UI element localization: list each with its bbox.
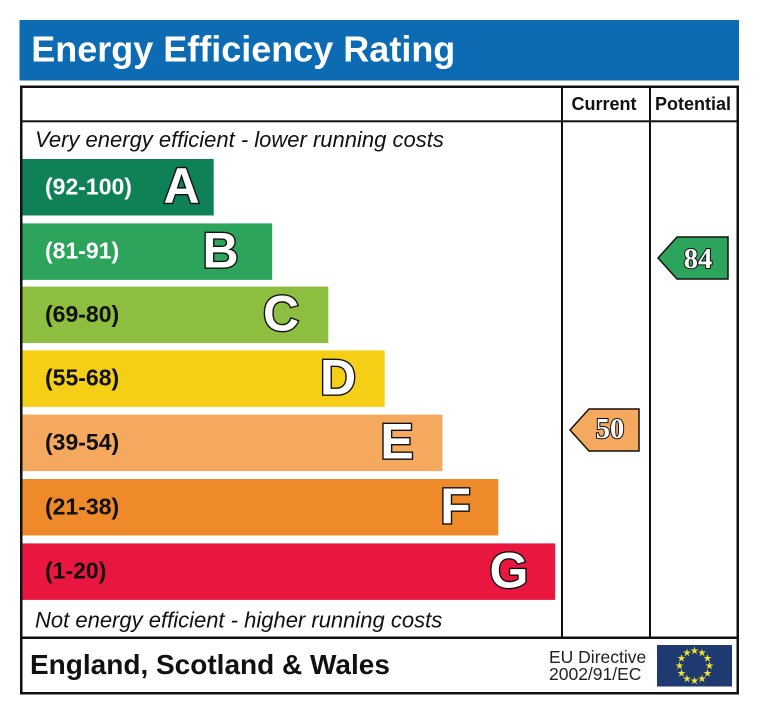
svg-text:Not energy efficient - higher: Not energy efficient - higher running co… — [35, 608, 442, 633]
svg-text:50: 50 — [596, 414, 625, 445]
svg-text:EU Directive: EU Directive — [549, 647, 646, 667]
svg-text:England, Scotland & Wales: England, Scotland & Wales — [30, 649, 390, 680]
svg-text:C: C — [263, 286, 299, 342]
svg-text:Potential: Potential — [655, 94, 731, 114]
svg-text:Current: Current — [571, 94, 636, 114]
svg-text:A: A — [163, 158, 199, 214]
svg-text:(39-54): (39-54) — [45, 429, 119, 455]
svg-text:(69-80): (69-80) — [45, 301, 119, 327]
svg-text:G: G — [490, 542, 529, 598]
svg-text:Energy Efficiency Rating: Energy Efficiency Rating — [31, 29, 455, 70]
svg-text:(92-100): (92-100) — [45, 173, 132, 199]
svg-text:F: F — [440, 478, 471, 534]
svg-text:(21-38): (21-38) — [45, 493, 119, 519]
svg-text:E: E — [380, 414, 413, 470]
svg-text:Very energy efficient - lower: Very energy efficient - lower running co… — [35, 127, 444, 152]
svg-text:(81-91): (81-91) — [45, 238, 119, 264]
svg-text:84: 84 — [684, 244, 713, 275]
svg-text:B: B — [202, 222, 238, 278]
svg-text:2002/91/EC: 2002/91/EC — [549, 664, 641, 684]
svg-text:(55-68): (55-68) — [45, 365, 119, 391]
svg-text:D: D — [320, 349, 356, 405]
svg-text:(1-20): (1-20) — [45, 558, 106, 584]
